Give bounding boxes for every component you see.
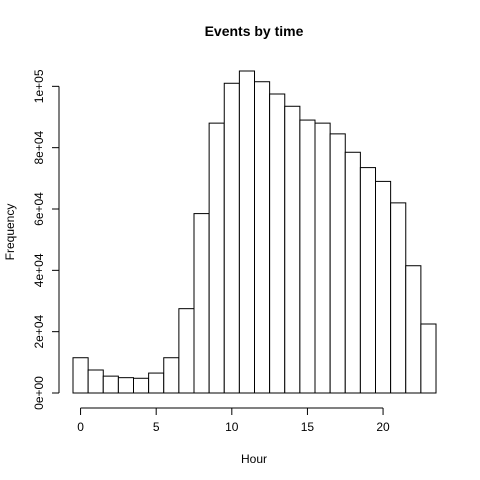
histogram-bar-3 xyxy=(117,377,135,394)
histogram-bar-0 xyxy=(72,357,89,394)
x-axis-label: Hour xyxy=(241,452,267,466)
y-tick-label-3: 6e+04 xyxy=(32,192,46,226)
histogram-bar-14 xyxy=(284,105,301,394)
x-tick-label-4: 20 xyxy=(376,420,390,434)
histogram-bar-18 xyxy=(344,151,361,394)
chart-title: Events by time xyxy=(205,23,304,39)
histogram-bar-5 xyxy=(148,372,165,394)
histogram-bar-8 xyxy=(193,213,210,394)
histogram-bar-6 xyxy=(163,357,180,394)
y-tick-label-1: 2e+04 xyxy=(32,314,46,348)
histogram-bar-20 xyxy=(375,180,392,394)
histogram-bar-15 xyxy=(299,119,316,394)
histogram-bar-21 xyxy=(390,202,407,394)
histogram-bar-9 xyxy=(208,122,225,394)
histogram-bar-1 xyxy=(87,369,104,394)
histogram-bar-22 xyxy=(405,265,422,394)
y-tick-label-2: 4e+04 xyxy=(32,253,46,287)
histogram-bar-19 xyxy=(359,167,377,394)
y-axis: 0e+00 2e+04 4e+04 6e+04 8e+04 1e+05 xyxy=(32,69,60,410)
histogram-bar-4 xyxy=(133,377,150,394)
y-tick-label-5: 1e+05 xyxy=(32,69,46,103)
x-tick-label-0: 0 xyxy=(77,420,84,434)
x-tick-label-3: 15 xyxy=(301,420,315,434)
histogram-bar-17 xyxy=(329,133,346,394)
histogram-bar-7 xyxy=(178,308,195,394)
histogram-bar-13 xyxy=(269,93,286,394)
x-tick-label-1: 5 xyxy=(153,420,160,434)
histogram-bar-2 xyxy=(102,375,119,394)
histogram-bar-10 xyxy=(223,82,240,394)
x-tick-label-2: 10 xyxy=(225,420,239,434)
histogram-bar-16 xyxy=(314,122,331,394)
histogram-bar-23 xyxy=(420,323,437,394)
x-axis: 0 5 10 15 20 xyxy=(77,407,390,434)
bars-group xyxy=(72,70,437,394)
histogram-bar-12 xyxy=(254,81,271,394)
y-axis-label: Frequency xyxy=(3,204,17,261)
y-tick-label-0: 0e+00 xyxy=(32,376,46,410)
y-tick-label-4: 8e+04 xyxy=(32,130,46,164)
histogram-bar-11 xyxy=(238,70,256,394)
